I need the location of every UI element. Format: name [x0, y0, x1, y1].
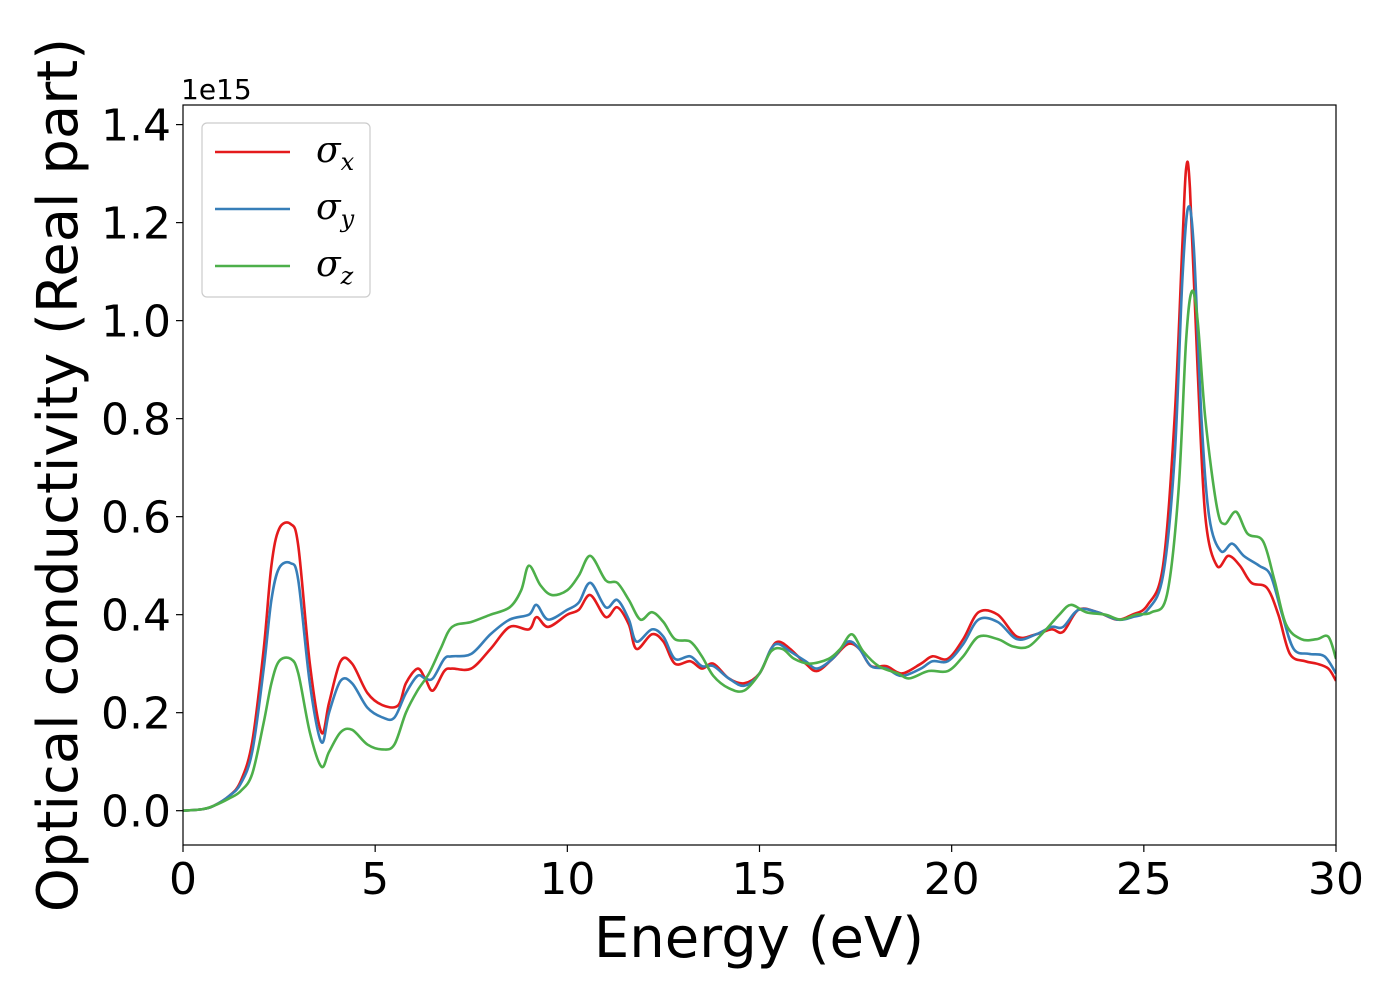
legend-symbol: σ [316, 244, 342, 285]
series-layer [183, 160, 1336, 812]
y-tick-label: 0.0 [101, 787, 171, 838]
y-offset-label: 1e15 [181, 73, 252, 106]
y-tick-label: 0.4 [101, 591, 171, 642]
x-axis-title: Energy (eV) [594, 906, 924, 971]
x-tick-label: 25 [1116, 854, 1172, 905]
y-tick-label: 1.4 [101, 101, 171, 152]
y-tick-label: 0.8 [101, 395, 171, 446]
legend-label-y: σy [316, 187, 355, 233]
y-axis-title: Optical conductivity (Real part) [26, 38, 91, 912]
x-tick-label: 20 [924, 854, 980, 905]
legend-label-x: σx [316, 130, 355, 176]
series-line-y [183, 205, 1336, 812]
legend-symbol: σ [316, 187, 342, 228]
y-tick-label: 0.2 [101, 689, 171, 740]
legend-symbol: σ [316, 130, 342, 171]
legend-label-z: σz [316, 244, 354, 290]
series-line-z [183, 289, 1336, 812]
plot-background [183, 105, 1336, 845]
y-tick-label: 1.0 [101, 297, 171, 348]
x-tick-label: 5 [361, 854, 389, 905]
y-axis: 0.0 0.2 0.4 0.6 0.8 1.0 1.2 1.4 [101, 101, 183, 838]
y-tick-label: 1.2 [101, 199, 171, 250]
legend-subscript: z [340, 262, 354, 290]
x-tick-label: 0 [169, 854, 197, 905]
legend-subscript: x [341, 148, 355, 176]
x-tick-label: 10 [539, 854, 595, 905]
x-tick-label: 30 [1308, 854, 1364, 905]
x-axis: 0 5 10 15 20 25 30 [169, 845, 1364, 905]
y-tick-label: 0.6 [101, 493, 171, 544]
legend-subscript: y [340, 205, 355, 233]
x-tick-label: 15 [732, 854, 788, 905]
